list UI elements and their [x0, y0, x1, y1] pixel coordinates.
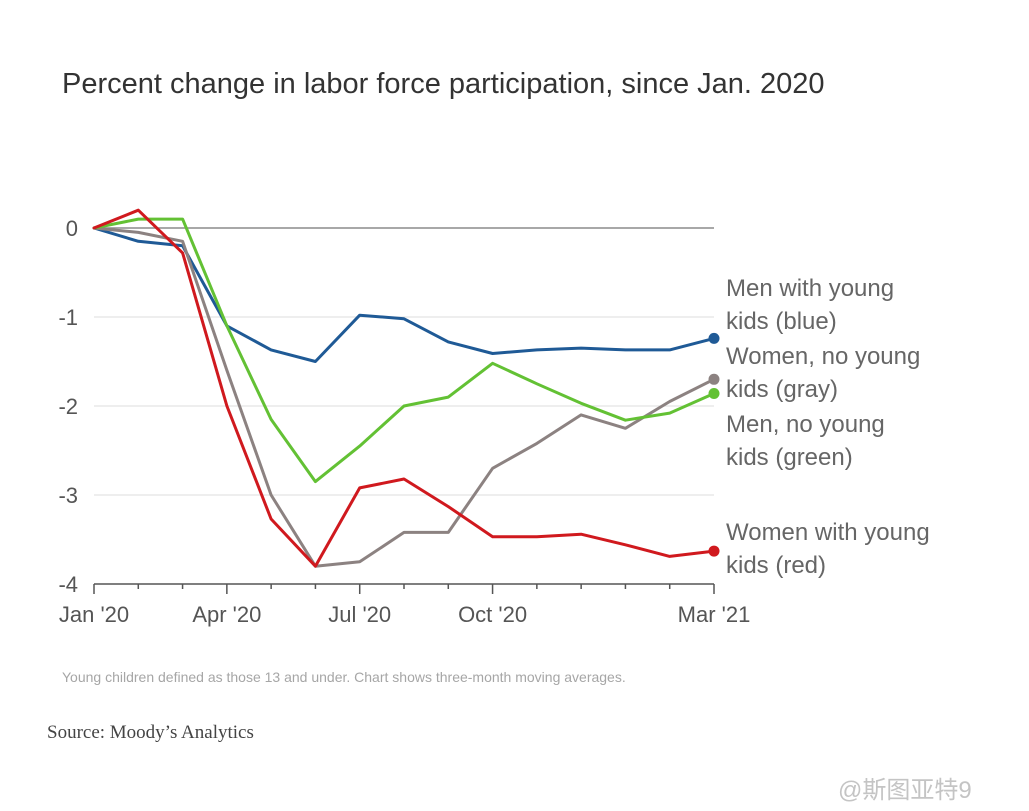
x-tick-label: Apr '20: [192, 602, 261, 627]
x-tick-label: Oct '20: [458, 602, 527, 627]
chart-note: Young children defined as those 13 and u…: [62, 669, 626, 685]
series-label: kids (gray): [726, 376, 838, 403]
y-tick-label: -4: [58, 572, 78, 597]
series-label: Women with young: [726, 519, 930, 546]
x-tick-label: Jul '20: [328, 602, 391, 627]
series-label: kids (green): [726, 444, 853, 471]
watermark: @斯图亚特9: [838, 777, 972, 804]
series-label-layer: Men with young kids (blue) Women, no young…: [726, 275, 930, 579]
series-end-dot: [708, 545, 720, 557]
y-tick-label: -2: [58, 394, 78, 419]
y-tick-label: 0: [66, 216, 78, 241]
y-tick-label: -1: [58, 305, 78, 330]
series-label: kids (red): [726, 552, 826, 579]
series-line: [92, 226, 716, 363]
chart-title: Percent change in labor force participat…: [62, 68, 825, 100]
series-label: Men, no young: [726, 411, 885, 438]
series-line: [92, 226, 716, 568]
series-label: kids (blue): [726, 308, 837, 335]
series-layer: [92, 208, 720, 568]
x-tick-label: Jan '20: [59, 602, 129, 627]
series-end-dot: [708, 388, 720, 400]
y-tick-label: -3: [58, 483, 78, 508]
x-tick-label: Mar '21: [678, 602, 751, 627]
series-label: Men with young: [726, 275, 894, 302]
series-line: [92, 217, 716, 484]
series-end-dot: [708, 373, 720, 385]
series-line: [92, 208, 716, 568]
series-label: Women, no young: [726, 343, 920, 370]
source-credit: Source: Moody’s Analytics: [47, 722, 254, 743]
axis-layer: 0 -1 -2 -3 -4 Jan '20 Apr '20 Jul '20 Oct '20 Mar…: [58, 216, 750, 627]
series-end-dot: [708, 332, 720, 344]
